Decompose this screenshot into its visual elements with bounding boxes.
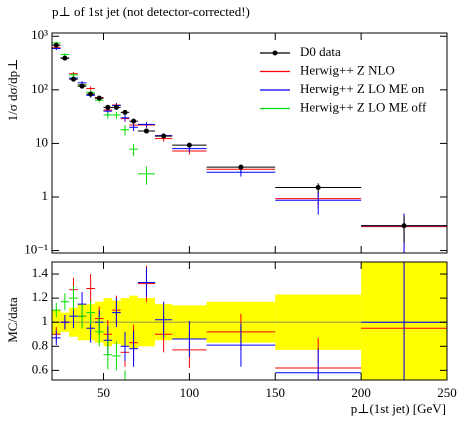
data-point	[79, 83, 85, 89]
y-tick-label: 10	[35, 134, 48, 149]
x-tick-label: 100	[180, 385, 200, 400]
y-tick-label: 1	[42, 188, 49, 203]
y-tick-label: 1	[42, 313, 49, 328]
data-point	[143, 128, 149, 134]
data-point	[238, 164, 244, 170]
plot-area	[52, 41, 447, 253]
data-point	[131, 118, 137, 124]
y-tick-label: 10²	[31, 81, 48, 96]
y-tick-label: 1.2	[32, 289, 48, 304]
plot-frame	[51, 261, 448, 381]
data-point	[96, 95, 102, 101]
data-point	[62, 55, 68, 61]
x-tick-label: 200	[351, 385, 371, 400]
chart-title: p⊥ of 1st jet (not detector-corrected!)	[52, 4, 250, 19]
y-tick-label: 1.4	[32, 265, 49, 280]
y-tick-label: 10³	[31, 27, 48, 42]
legend-label: Herwig++ Z LO ME off	[300, 99, 427, 114]
legend-label: Herwig++ Z LO ME on	[300, 81, 425, 96]
y-tick-label: 0.6	[32, 361, 49, 376]
legend-label: Herwig++ Z NLO	[300, 62, 395, 77]
data-point	[315, 185, 321, 191]
y-tick-label: 10⁻¹	[24, 242, 48, 257]
legend-label: D0 data	[300, 44, 341, 59]
x-tick-label: 150	[266, 385, 286, 400]
data-point	[113, 104, 119, 110]
data-point	[105, 104, 111, 110]
data-point	[88, 91, 94, 97]
y-axis-label: 1/σ dσ/dp⊥	[5, 59, 20, 122]
legend-marker	[272, 50, 278, 56]
x-tick-label: 250	[437, 385, 457, 400]
plot-area	[52, 262, 447, 380]
y-tick-label: 0.8	[32, 337, 48, 352]
data-point	[186, 142, 192, 148]
y-axis-label: MC/data	[5, 297, 20, 343]
data-point	[70, 76, 76, 82]
x-tick-label: 50	[97, 385, 110, 400]
data-point	[161, 133, 167, 139]
data-point	[53, 42, 59, 48]
data-point	[401, 223, 407, 229]
data-point	[122, 109, 128, 115]
x-axis-label: p⊥(1st jet) [GeV]	[351, 401, 446, 416]
